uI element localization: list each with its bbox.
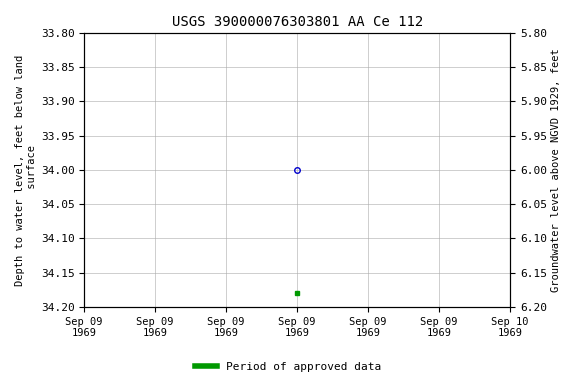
Y-axis label: Depth to water level, feet below land
 surface: Depth to water level, feet below land su… <box>15 54 37 286</box>
Y-axis label: Groundwater level above NGVD 1929, feet: Groundwater level above NGVD 1929, feet <box>551 48 561 292</box>
Title: USGS 390000076303801 AA Ce 112: USGS 390000076303801 AA Ce 112 <box>172 15 423 29</box>
Legend: Period of approved data: Period of approved data <box>191 358 385 377</box>
